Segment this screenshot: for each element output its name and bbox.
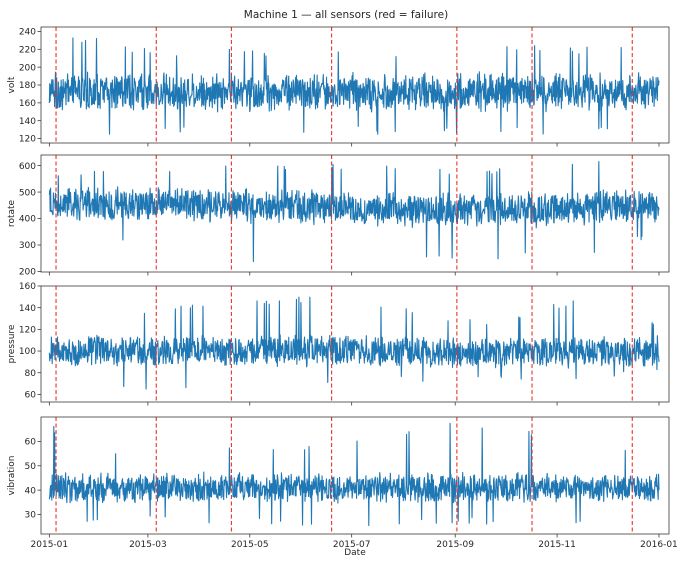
y-axis-label-volt: volt [7, 76, 17, 93]
panels-layer: 120140160180200220240volt200300400500600… [7, 26, 678, 550]
x-tick-label: 2015-03 [129, 540, 167, 550]
y-tick-label-volt: 200 [19, 63, 36, 73]
y-axis-label-pressure: pressure [7, 324, 17, 363]
y-tick-label-rotate: 200 [19, 268, 36, 278]
y-tick-label-volt: 140 [19, 117, 36, 127]
sensor-panel-rotate: 200 300 400 500 600 rotate [7, 154, 670, 278]
y-tick-label-pressure: 60 [25, 391, 37, 401]
y-tick-label-volt: 240 [19, 28, 36, 38]
y-tick-label-pressure: 160 [19, 282, 36, 292]
y-tick-label-volt: 220 [19, 46, 36, 56]
y-tick-label-pressure: 120 [19, 326, 36, 336]
y-tick-label-rotate: 600 [19, 162, 36, 172]
x-tick-label: 2015-01 [31, 540, 69, 550]
y-tick-label-pressure: 140 [19, 304, 36, 314]
y-tick-label-volt: 180 [19, 81, 36, 91]
panel-frame-vibration [40, 416, 670, 535]
x-tick-label: 2015-05 [231, 540, 269, 550]
x-tick-label: 2015-07 [333, 540, 371, 550]
y-tick-label-rotate: 500 [19, 188, 36, 198]
y-tick-label-vibration: 60 [25, 438, 37, 448]
sensor-line-rotate [48, 161, 660, 263]
y-tick-label-vibration: 40 [25, 486, 37, 496]
x-tick-label: 2015-11 [538, 540, 576, 550]
y-tick-label-vibration: 50 [25, 462, 37, 472]
y-tick-label-volt: 160 [19, 99, 36, 109]
x-tick-label: 2016-01 [640, 540, 678, 550]
y-tick-label-volt: 120 [19, 135, 36, 145]
sensor-line-pressure [48, 296, 660, 390]
panel-frame-rotate [40, 154, 670, 273]
sensor-panel-volt: 120 140 160 180 200 220 240 volt [7, 26, 670, 147]
y-tick-label-vibration: 30 [25, 511, 37, 521]
y-axis-label-vibration: vibration [7, 456, 17, 496]
sensor-panel-pressure: 60 80 100 120 140 160 pressure [7, 282, 670, 406]
y-tick-label-rotate: 400 [19, 215, 36, 225]
y-axis-label-rotate: rotate [7, 199, 17, 227]
sensor-line-vibration [48, 422, 660, 527]
y-tick-label-pressure: 80 [25, 369, 37, 379]
chart-title: Machine 1 — all sensors (red = failure) [244, 9, 448, 21]
y-tick-label-rotate: 300 [19, 241, 36, 251]
x-axis-label: Date [344, 548, 366, 558]
sensor-line-volt [48, 37, 660, 135]
sensor-panel-vibration: 30 40 50 60 2015-01 2015-03 2015-05 2015-07 2015… [7, 416, 678, 550]
x-tick-label: 2015-09 [436, 540, 474, 550]
panel-frame-pressure [40, 285, 670, 403]
y-tick-label-pressure: 100 [19, 347, 36, 357]
